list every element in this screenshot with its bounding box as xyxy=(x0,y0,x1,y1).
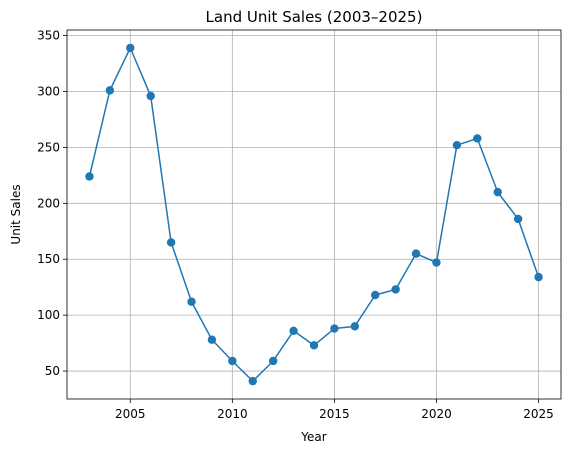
data-point xyxy=(432,258,441,267)
data-point xyxy=(187,297,196,306)
data-point xyxy=(248,376,257,386)
data-point xyxy=(513,214,523,224)
x-axis-label: Year xyxy=(300,430,326,444)
y-tick-label: 350 xyxy=(37,29,60,43)
data-point xyxy=(105,86,115,95)
y-tick-label: 200 xyxy=(37,196,60,210)
x-tick-label: 2005 xyxy=(115,407,146,421)
data-point xyxy=(493,187,502,197)
data-point xyxy=(391,285,400,294)
data-point xyxy=(330,324,339,333)
x-tick-label: 2015 xyxy=(319,407,350,421)
y-tick-label: 150 xyxy=(37,252,60,266)
data-point xyxy=(289,326,298,335)
data-point xyxy=(146,91,155,101)
x-tick-label: 2025 xyxy=(523,407,554,421)
chart-title: Land Unit Sales (2003–2025) xyxy=(206,8,423,26)
y-axis-label: Unit Sales xyxy=(9,184,23,244)
data-point xyxy=(85,172,94,181)
data-point xyxy=(350,322,360,331)
data-point xyxy=(228,356,237,366)
x-tick-label: 2010 xyxy=(217,407,248,421)
series-layer xyxy=(85,43,543,386)
axis-ticks: 2005 2010 2015 2020 2025 50 100 150 200 250 300 350 xyxy=(37,29,554,421)
data-point xyxy=(534,272,543,282)
y-tick-label: 300 xyxy=(37,85,60,99)
series-line xyxy=(88,47,540,382)
data-point xyxy=(207,335,217,344)
data-point xyxy=(452,140,462,150)
y-tick-label: 50 xyxy=(45,364,60,378)
y-tick-label: 250 xyxy=(37,140,60,154)
data-point xyxy=(371,290,380,300)
data-point xyxy=(126,43,135,53)
x-tick-label: 2020 xyxy=(421,407,452,421)
data-point xyxy=(309,341,319,350)
data-point xyxy=(473,134,482,143)
data-point xyxy=(411,249,421,258)
y-tick-label: 100 xyxy=(37,308,60,322)
data-point xyxy=(166,238,176,247)
plot-frame xyxy=(66,29,562,400)
data-point xyxy=(268,356,278,366)
